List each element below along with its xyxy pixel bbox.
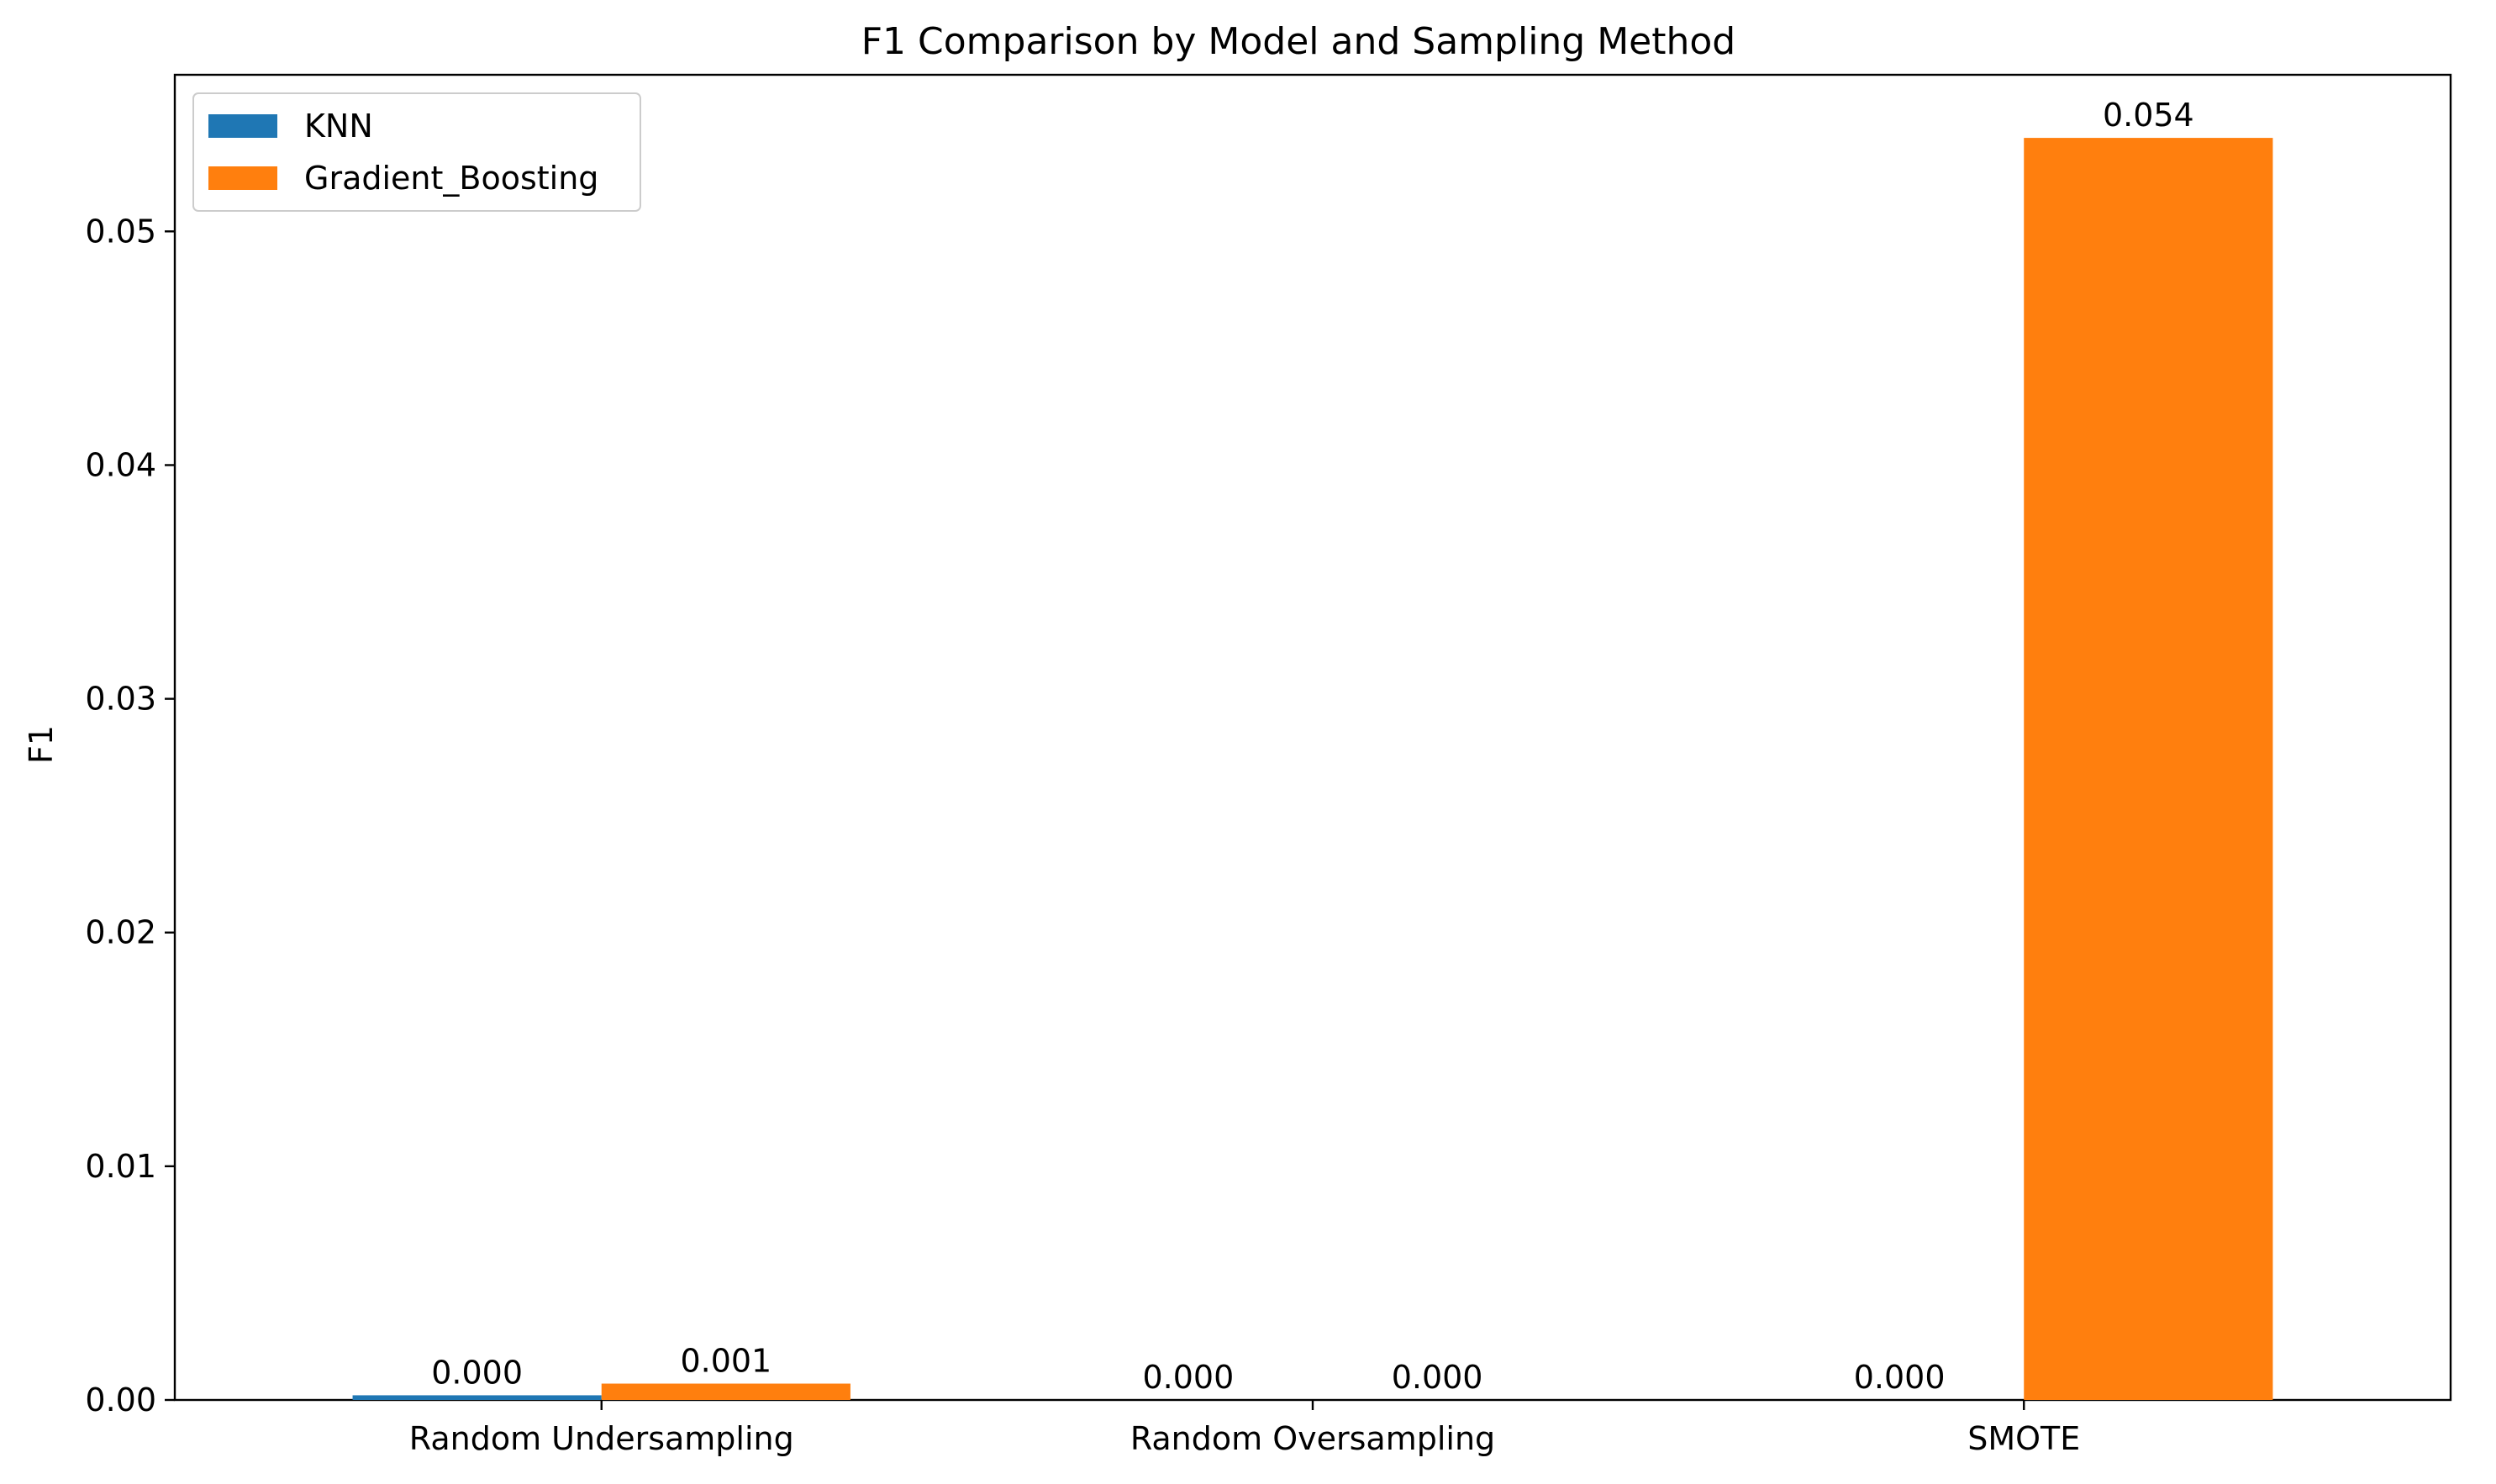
y-axis: 0.00 0.01 0.02 0.03 0.04 0.05 bbox=[85, 213, 175, 1418]
legend: KNN Gradient_Boosting bbox=[192, 92, 641, 212]
x-tick-label: Random Undersampling bbox=[409, 1420, 794, 1457]
x-tick-label: SMOTE bbox=[1967, 1420, 2080, 1457]
bar-value-label: 0.001 bbox=[680, 1343, 771, 1380]
y-tick-label: 0.02 bbox=[85, 914, 156, 951]
chart-title: F1 Comparison by Model and Sampling Meth… bbox=[861, 20, 1736, 63]
bar-value-label: 0.000 bbox=[1143, 1359, 1235, 1396]
legend-swatch bbox=[208, 166, 277, 190]
bar-labels-group: 0.000 0.000 0.000 0.001 0.000 0.054 bbox=[431, 97, 2193, 1396]
legend-label: Gradient_Boosting bbox=[304, 160, 598, 197]
bar-value-label: 0.054 bbox=[2103, 97, 2194, 134]
bar-value-label: 0.000 bbox=[431, 1354, 523, 1391]
bar-gradient-boosting-3 bbox=[2024, 138, 2273, 1401]
y-tick-label: 0.01 bbox=[85, 1148, 156, 1185]
y-tick-label: 0.03 bbox=[85, 681, 156, 718]
bar-knn-1 bbox=[352, 1395, 602, 1400]
bar-gradient-boosting-1 bbox=[601, 1383, 850, 1400]
y-tick-label: 0.05 bbox=[85, 213, 156, 250]
bar-value-label: 0.000 bbox=[1392, 1359, 1483, 1396]
bar-value-label: 0.000 bbox=[1854, 1359, 1946, 1396]
x-tick-label: Random Oversampling bbox=[1130, 1420, 1495, 1457]
x-axis: Random Undersampling Random Oversampling S… bbox=[409, 1400, 2080, 1457]
legend-label: KNN bbox=[304, 108, 373, 145]
legend-box bbox=[192, 92, 641, 212]
legend-swatch bbox=[208, 114, 277, 138]
y-tick-label: 0.04 bbox=[85, 446, 156, 483]
y-axis-label: F1 bbox=[23, 725, 60, 764]
bars-group bbox=[352, 138, 2273, 1401]
y-tick-label: 0.00 bbox=[85, 1381, 156, 1418]
